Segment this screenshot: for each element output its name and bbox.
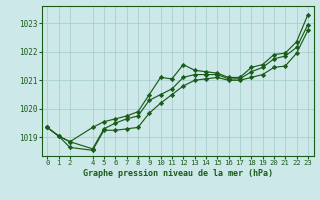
X-axis label: Graphe pression niveau de la mer (hPa): Graphe pression niveau de la mer (hPa) bbox=[83, 169, 273, 178]
